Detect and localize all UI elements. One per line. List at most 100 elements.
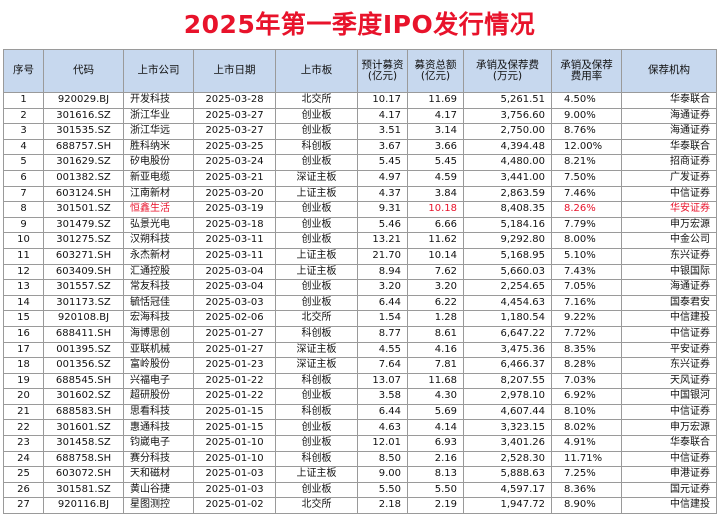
cell-board: 北交所 (275, 92, 358, 109)
cell-expected-raise: 8.94 (357, 263, 408, 281)
cell-total-raise: 11.68 (407, 372, 464, 390)
cell-total-raise: 4.17 (407, 107, 464, 125)
cell-code: 920029.BJ (43, 92, 124, 109)
cell-total-raise: 4.30 (407, 388, 464, 405)
cell-index: 17 (3, 341, 44, 359)
cell-total-raise: 4.59 (407, 169, 464, 187)
cell-expected-raise: 7.64 (357, 357, 408, 374)
cell-date: 2025-03-11 (193, 247, 276, 265)
cell-board: 科创板 (275, 138, 358, 156)
cell-index: 21 (3, 403, 44, 421)
cell-index: 22 (3, 419, 44, 437)
cell-board: 创业板 (275, 107, 358, 125)
table-row: 27 920116.BJ 星图测控 2025-01-02 北交所 2.18 2.19 1,94… (3, 497, 717, 515)
cell-date: 2025-03-27 (193, 107, 276, 125)
cell-code: 001382.SZ (43, 169, 124, 187)
cell-fee-rate: 6.92% (551, 388, 622, 405)
cell-board: 北交所 (275, 310, 358, 327)
cell-sponsor: 申万宏源 (621, 216, 717, 234)
cell-sponsor: 华泰联合 (621, 435, 717, 452)
cell-fee: 3,475.36 (463, 341, 552, 359)
cell-company: 弘景光电 (123, 216, 194, 234)
cell-total-raise: 8.13 (407, 466, 464, 483)
cell-board: 创业板 (275, 435, 358, 452)
cell-date: 2025-01-02 (193, 497, 276, 515)
cell-company: 胜科纳米 (123, 138, 194, 156)
cell-fee: 1,947.72 (463, 497, 552, 515)
cell-code: 603124.SH (43, 185, 124, 203)
cell-date: 2025-01-22 (193, 372, 276, 390)
cell-board: 上证主板 (275, 247, 358, 265)
cell-date: 2025-03-24 (193, 154, 276, 171)
cell-expected-raise: 4.55 (357, 341, 408, 359)
cell-date: 2025-03-20 (193, 185, 276, 203)
table-row: 16 688411.SH 海博思创 2025-01-27 科创板 8.77 8.61 6,64… (3, 325, 717, 343)
cell-fee: 3,756.60 (463, 107, 552, 125)
cell-sponsor: 申万宏源 (621, 419, 717, 437)
cell-index: 4 (3, 138, 44, 156)
table-row: 7 603124.SH 江南新材 2025-03-20 上证主板 4.37 3.84 2,86… (3, 185, 717, 203)
cell-expected-raise: 3.67 (357, 138, 408, 156)
cell-code: 688583.SH (43, 403, 124, 421)
cell-fee-rate: 8.02% (551, 419, 622, 437)
cell-date: 2025-03-04 (193, 279, 276, 296)
cell-expected-raise: 5.46 (357, 216, 408, 234)
cell-company: 常友科技 (123, 279, 194, 296)
cell-code: 301602.SZ (43, 388, 124, 405)
cell-total-raise: 4.14 (407, 419, 464, 437)
cell-total-raise: 5.50 (407, 481, 464, 499)
cell-board: 创业板 (275, 201, 358, 218)
cell-total-raise: 11.62 (407, 232, 464, 249)
cell-total-raise: 2.16 (407, 450, 464, 468)
cell-total-raise: 6.66 (407, 216, 464, 234)
cell-board: 创业板 (275, 216, 358, 234)
cell-fee-rate: 7.79% (551, 216, 622, 234)
cell-board: 北交所 (275, 497, 358, 515)
cell-fee: 8,408.35 (463, 201, 552, 218)
cell-expected-raise: 6.44 (357, 403, 408, 421)
cell-expected-raise: 4.97 (357, 169, 408, 187)
cell-fee-rate: 7.46% (551, 185, 622, 203)
cell-expected-raise: 3.51 (357, 123, 408, 140)
cell-total-raise: 5.69 (407, 403, 464, 421)
cell-total-raise: 3.20 (407, 279, 464, 296)
cell-fee-rate: 4.50% (551, 92, 622, 109)
cell-board: 科创板 (275, 372, 358, 390)
table-row: 17 001395.SZ 亚联机械 2025-01-27 深证主板 4.55 4.16 3,4… (3, 341, 717, 359)
cell-index: 3 (3, 123, 44, 140)
cell-total-raise: 6.22 (407, 294, 464, 312)
cell-fee-rate: 7.50% (551, 169, 622, 187)
cell-total-raise: 3.84 (407, 185, 464, 203)
cell-total-raise: 7.62 (407, 263, 464, 281)
cell-fee-rate: 7.25% (551, 466, 622, 483)
cell-expected-raise: 13.21 (357, 232, 408, 249)
cell-fee-rate: 7.16% (551, 294, 622, 312)
cell-code: 301581.SZ (43, 481, 124, 499)
cell-date: 2025-01-03 (193, 466, 276, 483)
cell-sponsor: 海通证券 (621, 107, 717, 125)
cell-company: 新亚电缆 (123, 169, 194, 187)
cell-fee-rate: 9.00% (551, 107, 622, 125)
cell-board: 上证主板 (275, 466, 358, 483)
table-row: 25 603072.SH 天和磁材 2025-01-03 上证主板 9.00 8.13 5,8… (3, 466, 717, 483)
cell-board: 上证主板 (275, 263, 358, 281)
cell-fee-rate: 5.10% (551, 247, 622, 265)
cell-company: 恒鑫生活 (123, 201, 194, 218)
cell-expected-raise: 2.18 (357, 497, 408, 515)
cell-total-raise: 8.61 (407, 325, 464, 343)
cell-code: 688545.SH (43, 372, 124, 390)
cell-code: 301275.SZ (43, 232, 124, 249)
header-fee: 承销及保荐费 (万元) (463, 49, 552, 93)
cell-sponsor: 中银国际 (621, 263, 717, 281)
cell-sponsor: 中信证券 (621, 185, 717, 203)
cell-expected-raise: 4.63 (357, 419, 408, 437)
cell-fee-rate: 12.00% (551, 138, 622, 156)
cell-code: 301629.SZ (43, 154, 124, 171)
cell-company: 矽电股份 (123, 154, 194, 171)
table-row: 26 301581.SZ 黄山谷捷 2025-01-03 创业板 5.50 5.50 4,59… (3, 481, 717, 499)
cell-company: 汉朔科技 (123, 232, 194, 249)
cell-total-raise: 10.18 (407, 201, 464, 218)
cell-total-raise: 10.14 (407, 247, 464, 265)
cell-fee-rate: 8.26% (551, 201, 622, 218)
